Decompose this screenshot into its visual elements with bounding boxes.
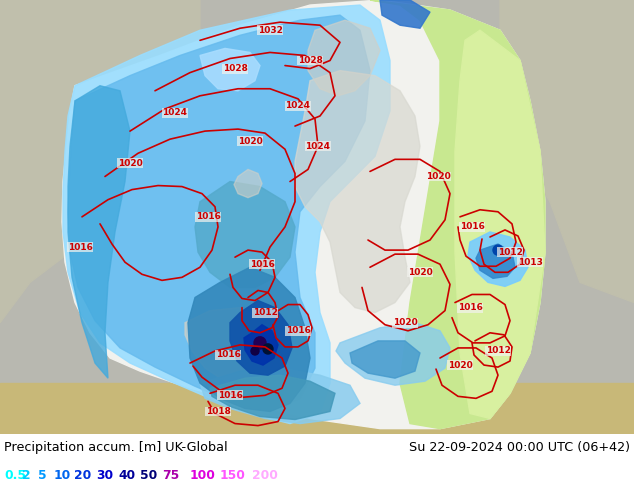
Polygon shape <box>468 232 528 287</box>
Polygon shape <box>0 0 100 323</box>
Polygon shape <box>500 0 634 302</box>
Text: 1013: 1013 <box>517 258 543 267</box>
Circle shape <box>254 337 266 349</box>
Text: 150: 150 <box>220 469 246 483</box>
Text: 30: 30 <box>96 469 113 483</box>
Text: 1028: 1028 <box>297 56 323 65</box>
Text: 1012: 1012 <box>486 346 510 355</box>
Polygon shape <box>295 71 420 313</box>
Text: Su 22-09-2024 00:00 UTC (06+42): Su 22-09-2024 00:00 UTC (06+42) <box>409 441 630 454</box>
Text: 1016: 1016 <box>458 303 482 312</box>
Text: 100: 100 <box>190 469 216 483</box>
Polygon shape <box>370 0 545 429</box>
Text: 1016: 1016 <box>285 326 311 335</box>
Text: 1016: 1016 <box>68 243 93 251</box>
Circle shape <box>263 344 273 354</box>
Text: 1020: 1020 <box>238 137 262 146</box>
Text: 1016: 1016 <box>460 222 484 231</box>
Text: 1024: 1024 <box>162 108 188 118</box>
Text: 1020: 1020 <box>392 318 417 327</box>
Text: 1024: 1024 <box>306 142 330 151</box>
Text: 1016: 1016 <box>216 350 240 360</box>
Text: 1032: 1032 <box>257 26 282 35</box>
Polygon shape <box>230 300 292 375</box>
Text: 20: 20 <box>74 469 91 483</box>
Text: 200: 200 <box>252 469 278 483</box>
Polygon shape <box>200 49 260 91</box>
Text: 1020: 1020 <box>448 361 472 369</box>
Polygon shape <box>0 383 634 434</box>
Text: 40: 40 <box>118 469 135 483</box>
Text: 1020: 1020 <box>408 268 432 277</box>
Circle shape <box>493 245 503 255</box>
Text: 0.5: 0.5 <box>4 469 26 483</box>
Text: 2: 2 <box>22 469 30 483</box>
Polygon shape <box>455 30 545 418</box>
Polygon shape <box>200 368 360 423</box>
Polygon shape <box>63 5 390 423</box>
Polygon shape <box>195 181 295 288</box>
Text: 1012: 1012 <box>252 308 278 317</box>
Polygon shape <box>308 20 380 96</box>
Text: 1016: 1016 <box>195 212 221 221</box>
Text: 1016: 1016 <box>250 260 275 269</box>
Text: 1020: 1020 <box>425 172 450 181</box>
Polygon shape <box>62 0 545 429</box>
Text: Precipitation accum. [m] UK-Global: Precipitation accum. [m] UK-Global <box>4 441 228 454</box>
Text: 1016: 1016 <box>217 391 242 400</box>
Polygon shape <box>476 244 515 278</box>
Text: 1012: 1012 <box>498 247 522 257</box>
Polygon shape <box>68 15 370 412</box>
Polygon shape <box>244 325 278 365</box>
Polygon shape <box>68 86 130 378</box>
Polygon shape <box>336 323 450 385</box>
Text: 1020: 1020 <box>118 159 143 168</box>
Polygon shape <box>380 0 430 28</box>
Circle shape <box>251 347 259 355</box>
Text: 75: 75 <box>162 469 179 483</box>
Polygon shape <box>234 170 262 197</box>
Text: 1024: 1024 <box>285 101 311 110</box>
Polygon shape <box>350 341 420 378</box>
Polygon shape <box>185 308 280 381</box>
Text: 5: 5 <box>38 469 47 483</box>
Polygon shape <box>0 0 200 151</box>
Text: 1028: 1028 <box>223 64 247 73</box>
Polygon shape <box>210 375 335 419</box>
Polygon shape <box>188 267 310 412</box>
Text: 10: 10 <box>54 469 71 483</box>
Text: 50: 50 <box>140 469 157 483</box>
Text: 1018: 1018 <box>205 407 230 416</box>
